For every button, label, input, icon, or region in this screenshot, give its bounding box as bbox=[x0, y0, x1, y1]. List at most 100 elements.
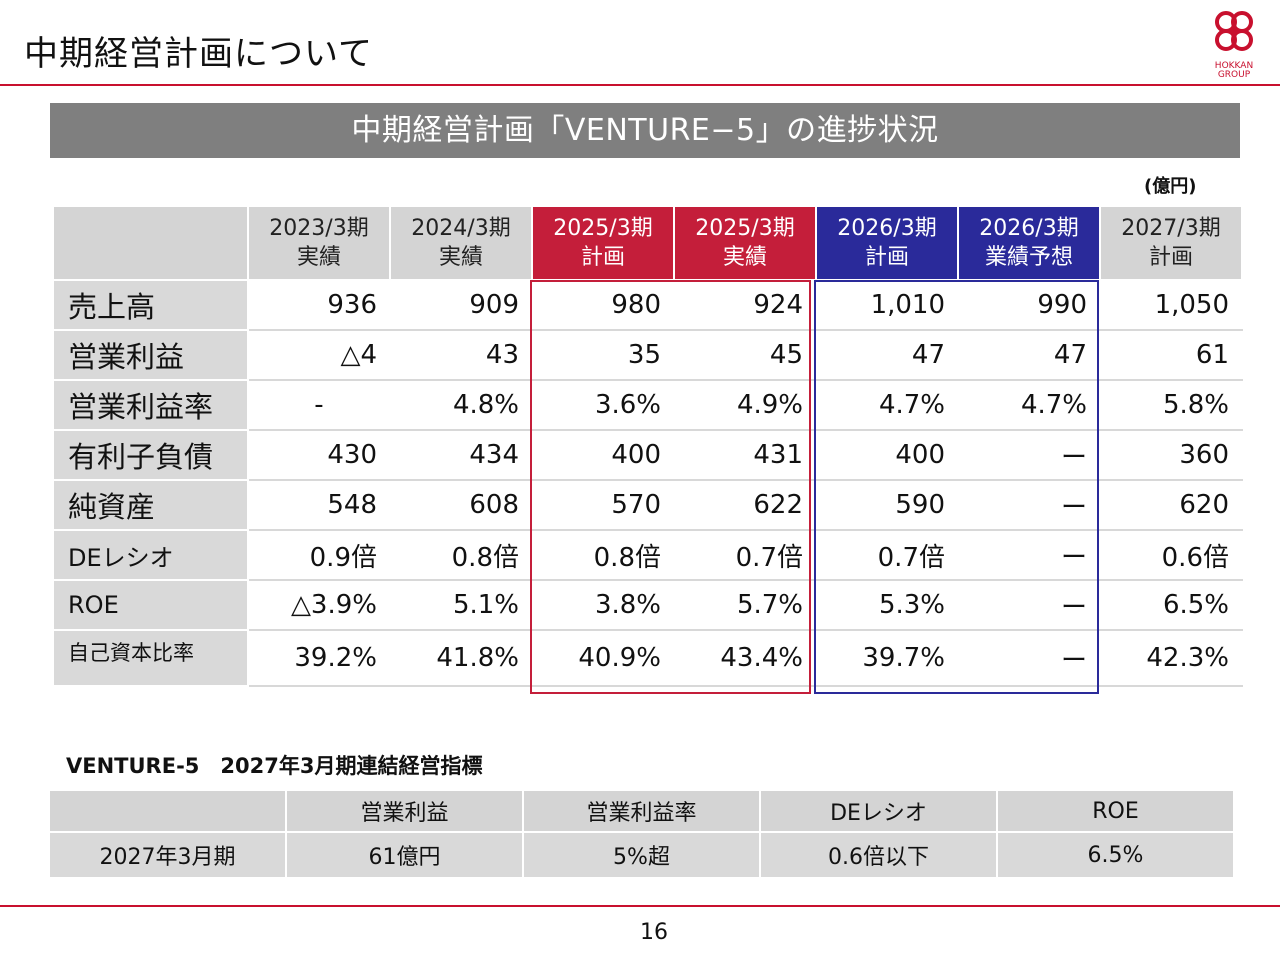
kpi-header: ROE bbox=[996, 789, 1235, 833]
kpi-header: DEレシオ bbox=[759, 789, 998, 833]
table-cell: ー bbox=[957, 579, 1101, 631]
row-label: 自己資本比率 bbox=[52, 629, 249, 687]
table-cell: 47 bbox=[815, 329, 959, 381]
table-cell: ー bbox=[957, 529, 1101, 581]
table-cell: 6.5% bbox=[1099, 579, 1243, 631]
table-cell: 5.1% bbox=[389, 579, 533, 631]
table-cell: 4.7% bbox=[957, 379, 1101, 431]
row-label: 営業利益率 bbox=[52, 379, 249, 431]
footer-rule bbox=[0, 905, 1280, 907]
company-logo: HOKKAN GROUP bbox=[1206, 8, 1262, 80]
progress-table: 2023/3期 実績 2024/3期 実績 2025/3期 計画 2025/3期 実績 … bbox=[52, 205, 1243, 687]
table-cell: 990 bbox=[957, 279, 1101, 331]
table-cell: 620 bbox=[1099, 479, 1243, 531]
table-cell: 4.7% bbox=[815, 379, 959, 431]
kpi-title: VENTURE-5 2027年3月期連結経営指標 bbox=[66, 754, 483, 778]
page-number: 16 bbox=[640, 920, 668, 945]
table-cell: 61 bbox=[1099, 329, 1243, 381]
table-cell: 570 bbox=[531, 479, 675, 531]
table-row: 営業利益率 - 4.8% 3.6% 4.9% 4.7% 4.7% 5.8% bbox=[52, 379, 1243, 431]
table-cell: 3.6% bbox=[531, 379, 675, 431]
table-cell: ー bbox=[957, 429, 1101, 481]
table-cell: ー bbox=[957, 479, 1101, 531]
table-cell: 1,010 bbox=[815, 279, 959, 331]
table-cell: 622 bbox=[673, 479, 817, 531]
table-row: 営業利益 △4 43 35 45 47 47 61 bbox=[52, 329, 1243, 381]
flower-logo-icon bbox=[1215, 11, 1253, 51]
table-cell: 45 bbox=[673, 329, 817, 381]
table-cell: 35 bbox=[531, 329, 675, 381]
column-header: 2027/3期 計画 bbox=[1099, 205, 1243, 281]
kpi-value: 61億円 bbox=[285, 831, 524, 879]
table-cell: - bbox=[247, 379, 391, 431]
table-cell: 5.8% bbox=[1099, 379, 1243, 431]
table-cell: 0.8倍 bbox=[531, 529, 675, 581]
kpi-value: 0.6倍以下 bbox=[759, 831, 998, 879]
header-rule bbox=[0, 84, 1280, 86]
table-cell: 4.9% bbox=[673, 379, 817, 431]
row-label: 純資産 bbox=[52, 479, 249, 531]
table-cell: 360 bbox=[1099, 429, 1243, 481]
table-row: 純資産 548 608 570 622 590 ー 620 bbox=[52, 479, 1243, 531]
table-row: 有利子負債 430 434 400 431 400 ー 360 bbox=[52, 429, 1243, 481]
table-cell: 430 bbox=[247, 429, 391, 481]
unit-label: (億円) bbox=[1144, 176, 1197, 197]
column-header: 2026/3期 計画 bbox=[815, 205, 959, 281]
table-row: ROE △3.9% 5.1% 3.8% 5.7% 5.3% ー 6.5% bbox=[52, 579, 1243, 631]
table-cell: 0.7倍 bbox=[673, 529, 817, 581]
table-cell: 40.9% bbox=[531, 629, 675, 687]
table-cell: 5.3% bbox=[815, 579, 959, 631]
table-row: 売上高 936 909 980 924 1,010 990 1,050 bbox=[52, 279, 1243, 331]
table-cell: 431 bbox=[673, 429, 817, 481]
table-cell: ー bbox=[957, 629, 1101, 687]
table-cell: 43 bbox=[389, 329, 533, 381]
row-label: 売上高 bbox=[52, 279, 249, 331]
kpi-header: 営業利益 bbox=[285, 789, 524, 833]
table-cell: 41.8% bbox=[389, 629, 533, 687]
kpi-header-blank bbox=[48, 789, 287, 833]
table-cell: 0.6倍 bbox=[1099, 529, 1243, 581]
table-cell: 39.7% bbox=[815, 629, 959, 687]
column-header: 2025/3期 実績 bbox=[673, 205, 817, 281]
banner-title: 中期経営計画「VENTURE−5」の進捗状況 bbox=[50, 103, 1240, 158]
logo-text-line1: HOKKAN bbox=[1214, 61, 1254, 71]
table-cell: 400 bbox=[815, 429, 959, 481]
row-label: DEレシオ bbox=[52, 529, 249, 581]
kpi-table: 営業利益 営業利益率 DEレシオ ROE 2027年3月期 61億円 5%超 0… bbox=[48, 789, 1235, 879]
column-header: 2025/3期 計画 bbox=[531, 205, 675, 281]
table-cell: 548 bbox=[247, 479, 391, 531]
logo-text-line2: GROUP bbox=[1217, 70, 1251, 80]
table-cell: 400 bbox=[531, 429, 675, 481]
column-header: 2026/3期 業績予想 bbox=[957, 205, 1101, 281]
table-cell: 3.8% bbox=[531, 579, 675, 631]
kpi-header: 営業利益率 bbox=[522, 789, 761, 833]
row-label: ROE bbox=[52, 579, 249, 631]
table-cell: 608 bbox=[389, 479, 533, 531]
table-cell: 980 bbox=[531, 279, 675, 331]
kpi-value-row: 2027年3月期 61億円 5%超 0.6倍以下 6.5% bbox=[48, 831, 1235, 879]
table-cell: △3.9% bbox=[247, 579, 391, 631]
table-cell: 42.3% bbox=[1099, 629, 1243, 687]
kpi-value: 6.5% bbox=[996, 831, 1235, 879]
row-label: 営業利益 bbox=[52, 329, 249, 381]
table-cell: 0.8倍 bbox=[389, 529, 533, 581]
table-row: 自己資本比率 39.2% 41.8% 40.9% 43.4% 39.7% ー 4… bbox=[52, 629, 1243, 687]
table-cell: 936 bbox=[247, 279, 391, 331]
table-cell: 0.9倍 bbox=[247, 529, 391, 581]
table-cell: 4.8% bbox=[389, 379, 533, 431]
table-cell: 909 bbox=[389, 279, 533, 331]
table-cell: 924 bbox=[673, 279, 817, 331]
header-blank-cell bbox=[52, 205, 249, 281]
table-cell: 0.7倍 bbox=[815, 529, 959, 581]
table-cell: 43.4% bbox=[673, 629, 817, 687]
page-title: 中期経営計画について bbox=[24, 34, 373, 74]
row-label: 有利子負債 bbox=[52, 429, 249, 481]
table-cell: 1,050 bbox=[1099, 279, 1243, 331]
kpi-period: 2027年3月期 bbox=[48, 831, 287, 879]
table-cell: 39.2% bbox=[247, 629, 391, 687]
column-header: 2023/3期 実績 bbox=[247, 205, 391, 281]
table-cell: 47 bbox=[957, 329, 1101, 381]
table-row: DEレシオ 0.9倍 0.8倍 0.8倍 0.7倍 0.7倍 ー 0.6倍 bbox=[52, 529, 1243, 581]
table-cell: 5.7% bbox=[673, 579, 817, 631]
table-cell: 434 bbox=[389, 429, 533, 481]
